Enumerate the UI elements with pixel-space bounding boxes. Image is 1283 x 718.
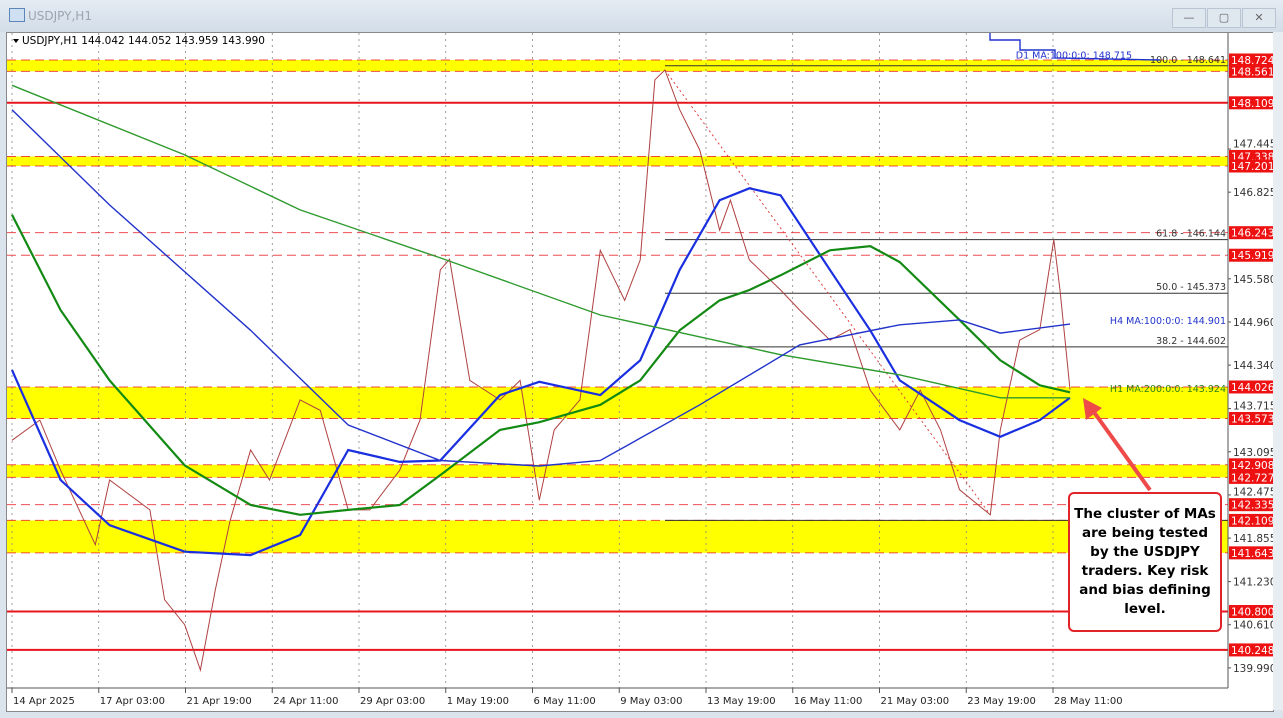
fib-level-label: 50.0 - 145.373 <box>1156 282 1226 293</box>
price-level-label: 144.026 <box>1231 382 1273 394</box>
x-tick-label: 29 Apr 03:00 <box>360 696 425 707</box>
x-tick-label: 28 May 11:00 <box>1054 696 1123 707</box>
price-level-label: 142.109 <box>1231 515 1273 527</box>
annotation-arrow <box>1089 406 1152 492</box>
price-level-tag <box>1229 226 1273 240</box>
collapse-triangle-icon <box>13 39 19 43</box>
x-tick-label: 1 May 19:00 <box>447 696 509 707</box>
x-tick-label: 21 Apr 19:00 <box>187 696 252 707</box>
price-chart[interactable]: 14 Apr 2025 17 Apr 03:00 21 Apr 19:00 24 Ap… <box>7 30 1276 711</box>
y-tick-label: 141.855 <box>1233 533 1273 545</box>
support-resistance-zone <box>7 60 1228 72</box>
price-level-tag <box>1229 53 1273 67</box>
fib-level-label: 61.8 - 146.144 <box>1156 229 1226 240</box>
fib-level-label: 100.0 - 148.641 <box>1150 55 1226 66</box>
price-level-label: 140.248 <box>1231 645 1273 657</box>
price-level-label: 142.335 <box>1231 500 1273 512</box>
support-resistance-zone <box>7 464 1228 478</box>
fib-level-label: 38.2 - 144.602 <box>1156 336 1226 347</box>
y-tick-label: 147.445 <box>1233 138 1273 150</box>
price-level-tag <box>1229 513 1273 527</box>
price-level-tag <box>1229 159 1273 173</box>
y-tick-label: 145.580 <box>1233 274 1273 286</box>
x-tick-label: 21 May 03:00 <box>881 696 950 707</box>
price-level-tag <box>1229 546 1273 560</box>
y-tick-label: 142.475 <box>1233 487 1273 499</box>
arrowhead-icon <box>1083 398 1102 420</box>
title-bar: USDJPY,H1 — ▢ ✕ <box>0 0 1283 32</box>
ma-green-thin-line <box>11 84 1070 399</box>
price-level-label: 148.561 <box>1231 66 1273 78</box>
x-tick-label: 13 May 19:00 <box>707 696 776 707</box>
price-level-tag <box>1229 96 1273 110</box>
price-level-tag <box>1229 643 1273 657</box>
annotation-box: The cluster of MAs are being tested by t… <box>1068 492 1222 632</box>
ma-label: H4 MA:100:0:0: 144.901 <box>1110 316 1226 327</box>
price-level-tag <box>1229 498 1273 512</box>
price-line <box>11 69 1071 672</box>
close-button[interactable]: ✕ <box>1242 8 1276 28</box>
y-tick-label: 141.230 <box>1233 577 1273 589</box>
price-level-tag <box>1229 64 1273 78</box>
y-tick-label: 144.340 <box>1233 360 1273 372</box>
price-level-tag <box>1229 248 1273 262</box>
y-tick-label: 146.825 <box>1233 187 1273 199</box>
y-tick-label: 139.990 <box>1233 663 1273 675</box>
price-level-label: 140.800 <box>1231 607 1273 619</box>
support-resistance-zone <box>7 520 1228 553</box>
price-level-label: 148.724 <box>1231 55 1273 67</box>
d1-ma-line <box>989 30 1161 61</box>
maximize-button[interactable]: ▢ <box>1207 8 1241 28</box>
support-resistance-zone <box>7 156 1228 167</box>
x-tick-label: 16 May 11:00 <box>794 696 863 707</box>
x-tick-label: 23 May 19:00 <box>967 696 1036 707</box>
price-level-tag <box>1229 412 1273 426</box>
ma-label: D1 MA:100:0:0: 148.715 <box>1016 51 1132 62</box>
window-border <box>1273 32 1283 710</box>
x-tick-label: 6 May 11:00 <box>534 696 596 707</box>
y-tick-label: 140.610 <box>1233 620 1273 632</box>
x-tick-label: 24 Apr 11:00 <box>273 696 338 707</box>
y-tick-label: 143.715 <box>1233 401 1273 413</box>
price-level-label: 143.573 <box>1231 414 1273 426</box>
price-level-tag <box>1229 605 1273 619</box>
fib-trend-line <box>664 69 991 516</box>
price-level-tag <box>1229 458 1273 472</box>
price-level-label: 141.643 <box>1231 548 1273 560</box>
ma-green-thick-line <box>11 214 1071 516</box>
price-level-label: 147.201 <box>1231 161 1273 173</box>
ma-blue-thick-line <box>10 187 1071 557</box>
price-level-label: 145.919 <box>1231 250 1273 262</box>
x-tick-label: 17 Apr 03:00 <box>100 696 165 707</box>
price-level-label: 142.727 <box>1231 472 1273 484</box>
price-level-label: 142.908 <box>1231 460 1273 472</box>
ma-blue-thin-line <box>11 109 1071 467</box>
chart-window-icon <box>9 8 25 22</box>
y-tick-label: 143.095 <box>1233 447 1273 459</box>
x-tick-label: 14 Apr 2025 <box>13 696 75 707</box>
price-level-label: 148.109 <box>1231 98 1273 110</box>
x-tick-label: 9 May 03:00 <box>620 696 682 707</box>
window-title: USDJPY,H1 <box>28 9 92 23</box>
y-tick-label: 144.960 <box>1233 317 1273 329</box>
minimize-button[interactable]: — <box>1172 8 1206 28</box>
price-level-tag <box>1229 380 1273 394</box>
chart-area[interactable]: 14 Apr 2025 17 Apr 03:00 21 Apr 19:00 24 Ap… <box>6 30 1276 712</box>
price-level-label: 146.243 <box>1231 228 1273 240</box>
ma-label: H1 MA:200:0:0: 143.924 <box>1110 384 1226 395</box>
symbol-ohlc-header: USDJPY,H1 144.042 144.052 143.959 143.99… <box>22 35 265 47</box>
price-level-tag <box>1229 470 1273 484</box>
support-resistance-zone <box>7 386 1228 419</box>
